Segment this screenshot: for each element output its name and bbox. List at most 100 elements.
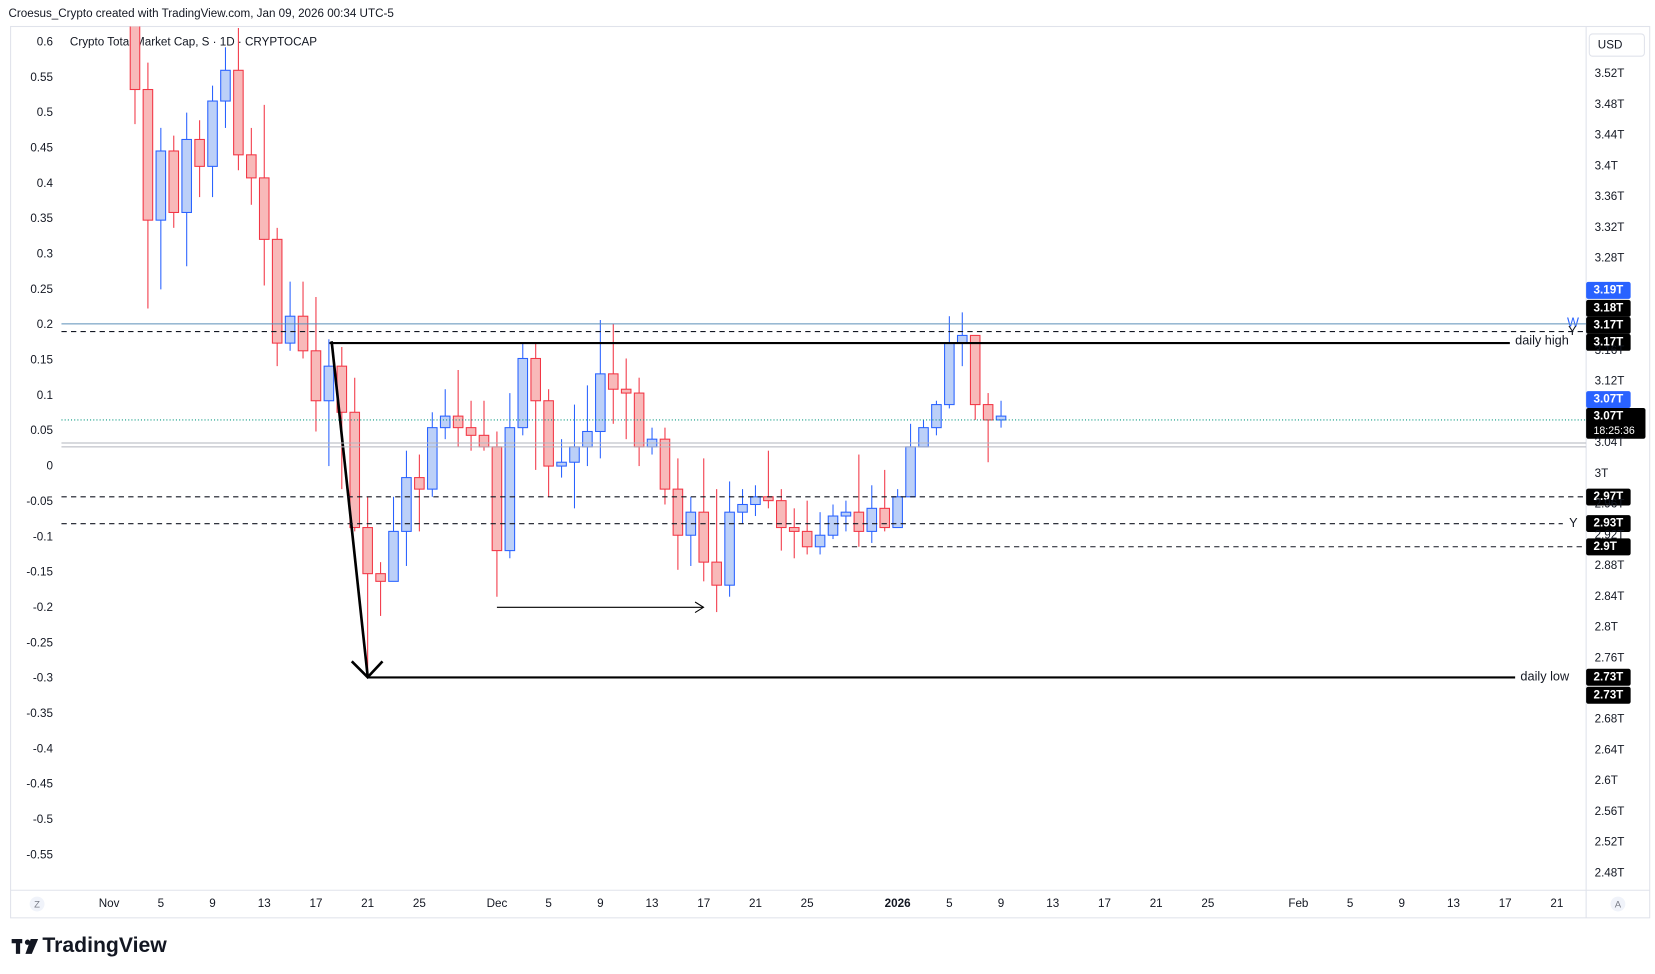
candle-body xyxy=(569,446,580,463)
y2-tick-label: 0.45 xyxy=(30,142,53,155)
y-tick-label: 3.04T xyxy=(1595,436,1625,449)
corner-label[interactable]: Z xyxy=(34,900,40,911)
candle-body xyxy=(918,427,929,448)
price-label: 2.73T xyxy=(1594,670,1624,683)
y-tick-label: 3.44T xyxy=(1595,129,1625,142)
price-label: 2.93T xyxy=(1594,517,1624,530)
candle-body xyxy=(271,238,283,344)
y-tick-label: 2.96T xyxy=(1595,498,1625,511)
y2-tick-label: -0.3 xyxy=(33,672,53,685)
candle-body xyxy=(452,415,464,429)
candle-body xyxy=(220,69,231,102)
candle-body xyxy=(233,69,244,156)
x-tick-label: 17 xyxy=(1098,897,1111,910)
candle-body xyxy=(995,415,1007,421)
y-tick-label: 2.76T xyxy=(1595,651,1625,664)
currency-box[interactable] xyxy=(1588,33,1645,57)
x-tick-label: 5 xyxy=(1347,897,1353,910)
candle-body xyxy=(698,511,710,563)
x-tick-label: Feb xyxy=(1288,897,1308,910)
y-tick-label: 2.88T xyxy=(1595,559,1625,572)
candle-body xyxy=(246,154,257,179)
brand: TradingView xyxy=(42,934,167,957)
brand-logo xyxy=(11,939,39,954)
countdown: 18:25:36 xyxy=(1594,425,1635,437)
y-tick-label: 3T xyxy=(1595,467,1609,480)
candle-body xyxy=(724,511,735,586)
price-label: 3.18T xyxy=(1594,301,1624,314)
price-label: 3.07T xyxy=(1594,393,1624,406)
candle-body xyxy=(284,315,296,344)
candle-body xyxy=(258,177,270,240)
x-tick-label: 25 xyxy=(801,897,814,910)
y2-tick-label: -0.15 xyxy=(26,566,53,579)
candle-body xyxy=(388,530,399,582)
y2-tick-label: -0.55 xyxy=(26,848,53,861)
candle-body xyxy=(556,461,567,467)
candle-body xyxy=(168,150,180,213)
candle-body xyxy=(155,150,167,221)
candle-body xyxy=(956,334,968,344)
x-tick-label: 2026 xyxy=(885,897,911,910)
y-tick-label: 3.32T xyxy=(1595,221,1625,234)
candle-body xyxy=(944,342,955,406)
chart-frame xyxy=(10,25,1651,919)
corner-label[interactable]: A xyxy=(1615,900,1622,911)
candle-body xyxy=(737,503,748,513)
y2-tick-label: 0.6 xyxy=(37,35,53,48)
x-tick-label: 21 xyxy=(1150,897,1163,910)
y2-tick-label: -0.2 xyxy=(33,601,53,614)
candle-body xyxy=(827,515,839,536)
x-tick-label: 5 xyxy=(158,897,164,910)
annotation: Y xyxy=(1569,515,1578,530)
candle-body xyxy=(194,138,205,167)
y-tick-label: 3.36T xyxy=(1595,190,1625,203)
candle-body xyxy=(362,527,373,575)
x-tick-label: Dec xyxy=(487,897,508,910)
y-tick-label: 2.64T xyxy=(1595,743,1625,756)
candle-body xyxy=(982,404,994,421)
y-tick-label: 2.68T xyxy=(1595,713,1625,726)
x-tick-label: 5 xyxy=(946,897,952,910)
corner-button[interactable] xyxy=(29,896,45,912)
x-tick-label: 9 xyxy=(998,897,1004,910)
y-tick-label: 2.56T xyxy=(1595,805,1625,818)
x-tick-label: Nov xyxy=(99,897,120,910)
candle-body xyxy=(750,496,761,506)
candle-body xyxy=(853,511,865,532)
candle-body xyxy=(478,434,490,448)
price-label-box xyxy=(1586,538,1631,556)
y-tick-label: 2.92T xyxy=(1595,528,1625,541)
candle-body xyxy=(414,477,425,490)
candle-body xyxy=(181,138,192,213)
price-label-box xyxy=(1586,316,1631,334)
candle-body xyxy=(517,357,529,429)
currency[interactable]: USD xyxy=(1598,39,1623,52)
y-tick-label: 2.84T xyxy=(1595,590,1625,603)
x-tick-label: 9 xyxy=(1399,897,1405,910)
candle-body xyxy=(879,507,891,529)
x-tick-label: 13 xyxy=(1046,897,1059,910)
x-tick-label: 13 xyxy=(1447,897,1460,910)
candle-body xyxy=(905,446,916,498)
y-tick-label: 2.8T xyxy=(1595,621,1618,634)
y-tick-label: 2.52T xyxy=(1595,836,1625,849)
y2-tick-label: -0.25 xyxy=(26,636,53,649)
corner-button[interactable] xyxy=(1610,896,1626,912)
price-label: 2.9T xyxy=(1594,540,1617,553)
price-label-box xyxy=(1586,515,1631,533)
candle-body xyxy=(776,500,787,529)
annotation: W xyxy=(1567,315,1579,330)
annotation: daily low xyxy=(1520,669,1570,684)
candle-body xyxy=(426,427,438,490)
y2-tick-label: 0.4 xyxy=(37,177,54,190)
price-label: 2.73T xyxy=(1594,688,1624,701)
candle-body xyxy=(866,507,878,532)
candle-body xyxy=(969,334,981,406)
price-label: 2.97T xyxy=(1594,490,1624,503)
y-tick-label: 3.48T xyxy=(1595,98,1625,111)
x-tick-label: 9 xyxy=(209,897,215,910)
price-label-box xyxy=(1586,299,1631,317)
